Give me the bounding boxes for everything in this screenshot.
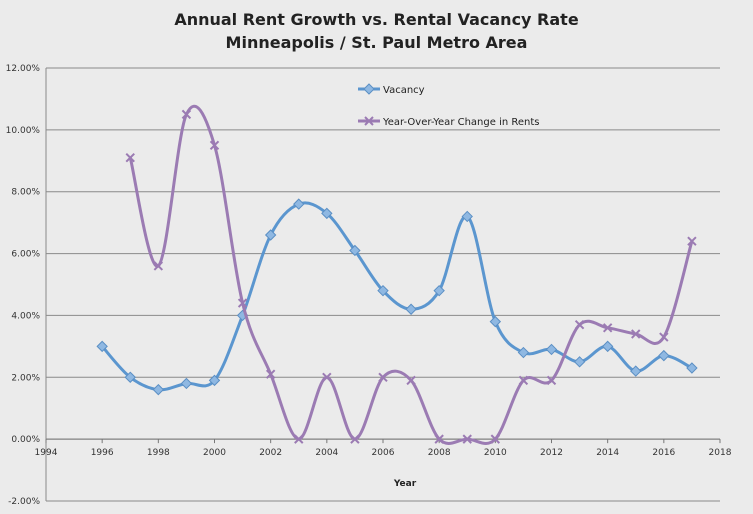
data-point bbox=[490, 434, 501, 444]
data-point bbox=[265, 369, 276, 379]
data-point bbox=[630, 365, 642, 377]
x-tick-label: 1994 bbox=[35, 448, 58, 458]
data-point bbox=[349, 244, 361, 257]
x-tick-label: 2000 bbox=[203, 448, 226, 458]
x-tick-label: 2012 bbox=[540, 448, 563, 458]
data-point bbox=[152, 383, 165, 396]
series-rent-change bbox=[125, 105, 697, 445]
y-tick-label: 12.00% bbox=[6, 64, 41, 74]
data-point bbox=[153, 261, 164, 271]
y-tick-label: 10.00% bbox=[6, 126, 41, 136]
y-tick-label: 2.00% bbox=[11, 373, 40, 383]
legend-marker bbox=[364, 116, 374, 126]
data-point bbox=[462, 434, 472, 444]
data-point bbox=[687, 236, 697, 246]
x-tick-label: 2018 bbox=[709, 448, 732, 458]
legend-label: Vacancy bbox=[383, 85, 425, 96]
chart-subtitle: Minneapolis / St. Paul Metro Area bbox=[225, 33, 528, 52]
data-point bbox=[434, 434, 444, 444]
x-tick-label: 2004 bbox=[315, 448, 338, 458]
data-point bbox=[546, 375, 557, 386]
data-point bbox=[377, 284, 389, 297]
data-point bbox=[124, 371, 136, 383]
data-point bbox=[461, 210, 473, 223]
data-point bbox=[264, 229, 277, 241]
data-point bbox=[405, 303, 417, 315]
data-point bbox=[350, 434, 360, 444]
data-point bbox=[658, 349, 670, 362]
data-point bbox=[517, 346, 530, 359]
data-point bbox=[322, 372, 332, 382]
data-point bbox=[181, 109, 192, 120]
x-tick-label: 2010 bbox=[484, 448, 507, 458]
x-tick-label: 2014 bbox=[596, 448, 619, 458]
legend-label: Year-Over-Year Change in Rents bbox=[382, 117, 539, 128]
y-tick-label: 4.00% bbox=[11, 311, 40, 321]
x-axis-label: Year bbox=[393, 479, 417, 489]
data-point bbox=[125, 152, 135, 163]
data-point bbox=[321, 207, 333, 220]
y-tick-label: 8.00% bbox=[11, 188, 40, 198]
x-tick-label: 1998 bbox=[147, 448, 170, 458]
x-tick-label: 2006 bbox=[372, 448, 395, 458]
data-point bbox=[406, 375, 416, 386]
data-point bbox=[237, 298, 248, 308]
data-point bbox=[574, 319, 585, 330]
data-point bbox=[518, 375, 529, 386]
data-point bbox=[293, 198, 305, 210]
series-line bbox=[128, 105, 694, 445]
y-tick-label: -2.00% bbox=[8, 497, 40, 507]
data-point bbox=[378, 372, 388, 382]
x-tick-label: 1996 bbox=[91, 448, 114, 458]
y-tick-label: 0.00% bbox=[11, 435, 40, 445]
data-point bbox=[602, 323, 613, 333]
data-point bbox=[209, 140, 220, 151]
series-line bbox=[101, 201, 693, 392]
data-point bbox=[686, 362, 698, 374]
data-point bbox=[573, 356, 586, 368]
chart-title: Annual Rent Growth vs. Rental Vacancy Ra… bbox=[174, 10, 579, 29]
x-tick-label: 2008 bbox=[428, 448, 451, 458]
x-tick-label: 2002 bbox=[259, 448, 282, 458]
data-point bbox=[208, 374, 221, 387]
legend-marker bbox=[363, 83, 375, 95]
data-point bbox=[489, 315, 502, 328]
y-tick-label: 6.00% bbox=[11, 250, 40, 260]
data-point bbox=[659, 332, 669, 342]
data-point bbox=[433, 284, 445, 297]
data-point bbox=[96, 340, 108, 353]
x-tick-label: 2016 bbox=[652, 448, 675, 458]
data-point bbox=[545, 343, 558, 356]
data-point bbox=[601, 340, 614, 353]
data-point bbox=[294, 434, 304, 444]
data-point bbox=[631, 329, 641, 339]
series-vacancy bbox=[96, 198, 698, 396]
data-point bbox=[180, 377, 193, 390]
